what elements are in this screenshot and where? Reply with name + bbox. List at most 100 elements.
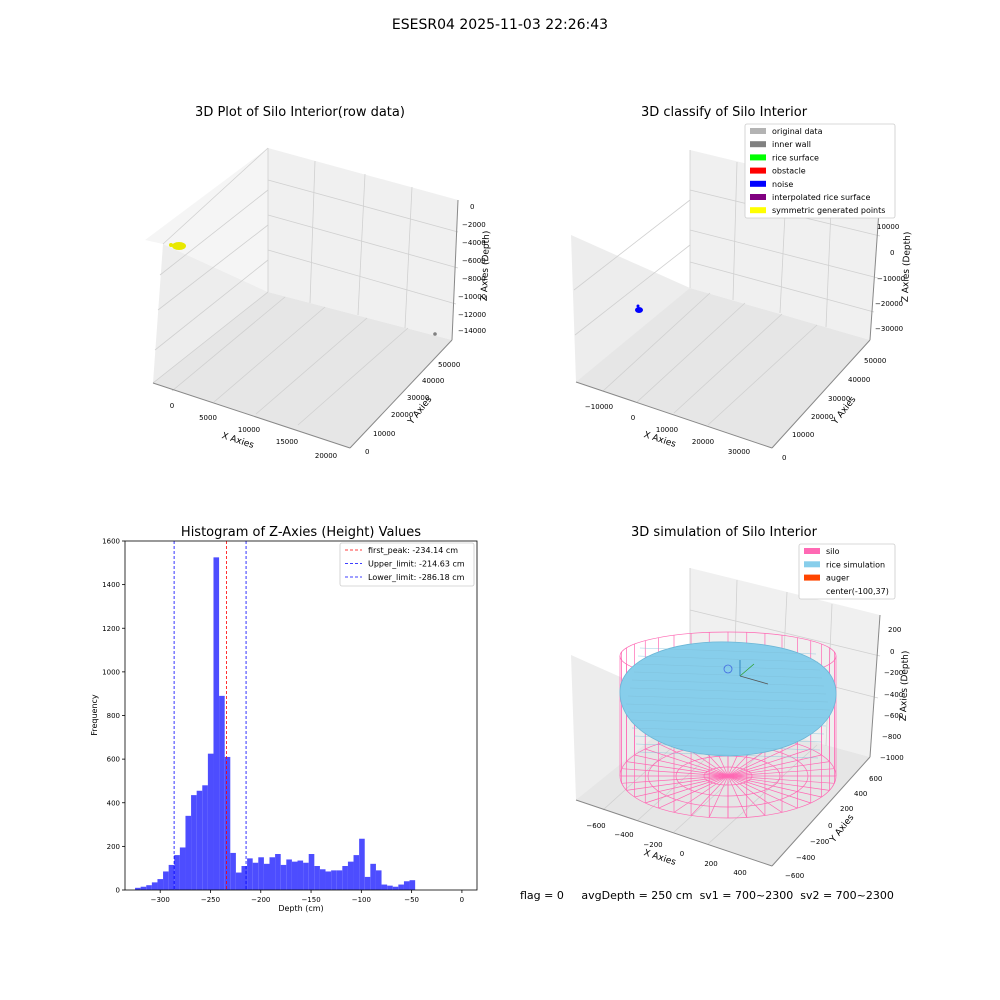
rice-mesh-line — [629, 687, 827, 695]
rice-mesh-line — [625, 703, 831, 711]
rice-mesh-line — [627, 695, 829, 703]
p1-ztick: 0 — [470, 203, 474, 211]
histogram-ytick-label: 1200 — [102, 625, 120, 633]
p2-xtick: 10000 — [656, 426, 678, 434]
histogram-xtick-label: −250 — [201, 896, 220, 904]
p1-ztick: −12000 — [458, 311, 486, 319]
silo-floor-spoke — [626, 761, 729, 777]
hist-legend-label: Lower_limit: -286.18 cm — [368, 573, 465, 582]
histogram-bar — [387, 885, 393, 890]
hist-legend-frame — [339, 542, 475, 587]
p2-legend-label: rice surface — [772, 153, 819, 162]
p2-legend-swatch — [750, 141, 766, 148]
panel2-points — [635, 304, 643, 313]
histogram-vlines — [173, 541, 247, 890]
silo-floor-spoke — [727, 743, 798, 777]
p2-ytick: 10000 — [792, 431, 814, 439]
p1-ztick: −8000 — [462, 275, 486, 283]
panel4-tick-labels: −600 −400 −200 0 200 400 −600 −400 −200 … — [586, 626, 903, 880]
silo-floor-spoke — [626, 775, 729, 791]
p2-ytick: 30000 — [828, 395, 850, 403]
p1-ytick: 40000 — [422, 377, 444, 385]
rice-surface — [619, 641, 837, 759]
histogram-bar — [219, 695, 225, 890]
silo-floor-spoke — [727, 761, 830, 777]
silo-floor-spoke — [658, 743, 729, 777]
rice-mesh-line — [635, 743, 821, 751]
p4-ztick: 0 — [890, 648, 894, 656]
histogram-bar — [286, 859, 292, 890]
p4-legend-label: auger — [826, 574, 850, 583]
histogram-bar — [275, 854, 281, 890]
histogram-bar — [224, 756, 231, 890]
p2-legend-label: noise — [772, 180, 793, 189]
auger-marker — [723, 664, 733, 674]
histogram-bar — [241, 866, 248, 890]
histogram-xtick-label: −50 — [404, 896, 419, 904]
panel2-legend: original data inner wall rice surface obsta… — [744, 123, 896, 219]
histogram-bar — [135, 887, 141, 890]
p4-legend-swatch — [804, 548, 820, 554]
panel-histogram: Histogram of Z-Axies (Height) Values −30… — [90, 525, 478, 913]
p1-ytick: 10000 — [373, 430, 395, 438]
panel1-zlabel: Z Axies (Depth) — [480, 231, 492, 302]
histogram-bar — [146, 885, 152, 890]
histogram-frame — [124, 540, 478, 891]
rice-mesh-line — [631, 727, 825, 735]
auger-y-arrow — [739, 663, 755, 677]
histogram-bar — [319, 869, 326, 890]
status-flag: flag = 0 — [520, 889, 564, 902]
p4-ytick: −600 — [785, 872, 804, 880]
histogram-bar — [359, 838, 365, 890]
panel1-axes — [152, 199, 459, 449]
histogram-bar — [325, 871, 332, 890]
histogram-xtick-label: −200 — [251, 896, 270, 904]
histogram-bar — [179, 847, 186, 890]
histogram-bar — [291, 861, 298, 890]
p1-ztick: −2000 — [462, 221, 486, 229]
histogram-xtick-label: 0 — [460, 896, 464, 904]
p2-point-noise-cluster — [635, 307, 643, 313]
histogram-bar — [342, 866, 348, 890]
histogram-bar — [213, 557, 220, 890]
histogram-bar — [392, 886, 399, 890]
p1-ytick: 50000 — [438, 361, 460, 369]
panel1-xlabel: X Axies — [220, 431, 255, 451]
histogram-bar — [230, 852, 236, 890]
p4-legend-frame — [798, 543, 896, 600]
p4-legend-label: center(-100,37) — [826, 587, 889, 596]
histogram-bar — [347, 861, 354, 890]
p4-ztick: −1000 — [880, 754, 904, 762]
silo-floor-spoke — [727, 775, 798, 809]
histogram-bar — [247, 858, 253, 890]
p2-ytick: 0 — [782, 454, 786, 462]
silo-floor-spoke — [727, 775, 835, 784]
p2-ztick: 0 — [890, 249, 894, 257]
panel1-pane-floor — [153, 292, 452, 448]
silo-floor-spoke — [727, 754, 822, 777]
rice-mesh — [625, 647, 831, 759]
p1-ztick: −4000 — [462, 239, 486, 247]
histogram-ytick-label: 200 — [107, 843, 120, 851]
panel1-pane-top — [145, 148, 268, 292]
p4-xtick: 0 — [680, 850, 684, 858]
p2-legend-label: interpolated rice surface — [772, 193, 870, 202]
silo-floor-spoke — [645, 775, 729, 804]
histogram-ytick-label: 1400 — [102, 581, 120, 589]
p1-ztick: −14000 — [458, 327, 486, 335]
panel4-legend: silo rice simulation auger center(-100,37) — [798, 543, 896, 600]
rice-mesh-line — [627, 711, 829, 719]
p2-xtick: 0 — [631, 414, 635, 422]
silo-floor-spoke — [727, 775, 822, 798]
p1-point-yellow-cluster — [172, 242, 186, 250]
p1-ytick: 30000 — [407, 394, 429, 402]
silo-floor-spoke — [727, 775, 748, 818]
panel2-title: 3D classify of Silo Interior — [641, 105, 808, 120]
rice-mesh-line — [637, 655, 819, 663]
p1-point-gray — [433, 332, 437, 336]
histogram-bar — [258, 857, 264, 890]
histogram-ytick-label: 1000 — [102, 668, 120, 676]
histogram-bar — [163, 871, 169, 890]
panel3-title: Histogram of Z-Axies (Height) Values — [181, 525, 421, 540]
histogram-bar — [303, 862, 309, 890]
